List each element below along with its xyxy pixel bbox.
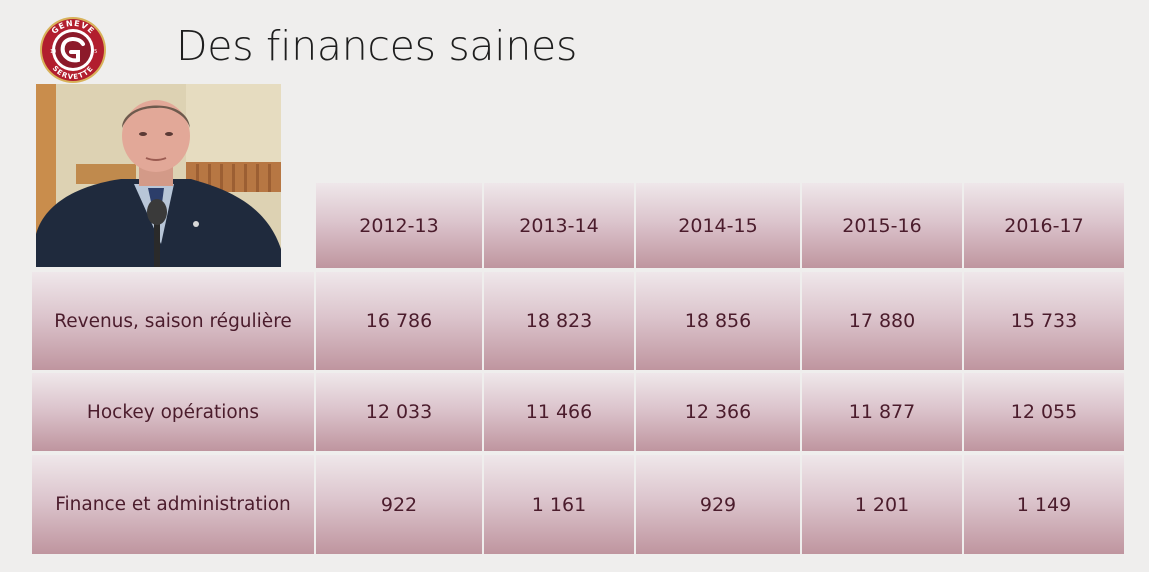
table-cell: 12 033 — [316, 373, 482, 451]
geneve-servette-logo: GENEVE SERVETTE 19 05 — [38, 16, 108, 84]
year-header-2014-15: 2014-15 — [636, 183, 800, 268]
table-cell: 11 877 — [802, 373, 962, 451]
table-cell: 15 733 — [964, 272, 1124, 370]
table-cell: 929 — [636, 455, 800, 554]
table-cell: 18 856 — [636, 272, 800, 370]
year-header-2015-16: 2015-16 — [802, 183, 962, 268]
table-cell: 1 161 — [484, 455, 634, 554]
table-cell: 17 880 — [802, 272, 962, 370]
row-label: Hockey opérations — [32, 373, 314, 451]
table-cell: 11 466 — [484, 373, 634, 451]
table-cell: 922 — [316, 455, 482, 554]
table-cell: 1 201 — [802, 455, 962, 554]
slide-title: Des finances saines — [176, 22, 578, 70]
year-header-2016-17: 2016-17 — [964, 183, 1124, 268]
speaker-video-thumbnail — [36, 84, 281, 267]
table-cell: 1 149 — [964, 455, 1124, 554]
row-label: Finance et administration — [32, 455, 314, 554]
year-header-2013-14: 2013-14 — [484, 183, 634, 268]
row-label: Revenus, saison régulière — [32, 272, 314, 370]
table-cell: 12 055 — [964, 373, 1124, 451]
table-cell: 18 823 — [484, 272, 634, 370]
logo-year-left: 19 — [50, 49, 56, 55]
table-cell: 12 366 — [636, 373, 800, 451]
logo-year-right: 05 — [91, 49, 97, 55]
table-cell: 16 786 — [316, 272, 482, 370]
year-header-2012-13: 2012-13 — [316, 183, 482, 268]
